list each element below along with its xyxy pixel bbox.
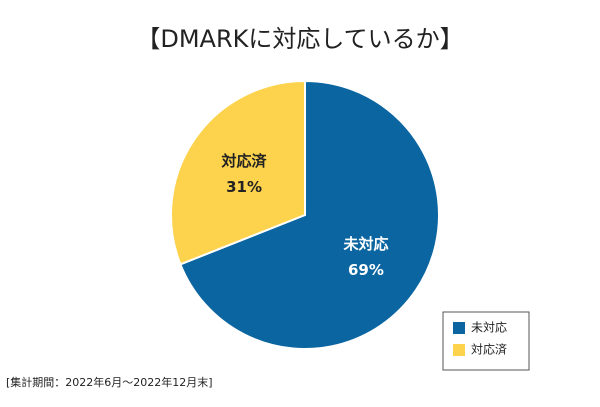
pie-slice	[179, 79, 440, 350]
legend-label: 未対応	[471, 321, 507, 335]
slice-value-label: 31%	[226, 178, 262, 196]
slice-label: 未対応	[342, 235, 388, 253]
legend-label: 対応済	[471, 342, 507, 357]
footnote: [集計期間：2022年6月～2022年12月末]	[6, 375, 213, 389]
slice-label: 対応済	[221, 152, 268, 170]
chart-title: 【DMARKに対応しているか】	[136, 25, 463, 53]
legend-swatch	[453, 344, 465, 356]
legend-box	[442, 311, 530, 371]
pie-slice	[170, 79, 306, 266]
legend-swatch	[453, 322, 465, 334]
slice-value-label: 69%	[348, 261, 384, 279]
